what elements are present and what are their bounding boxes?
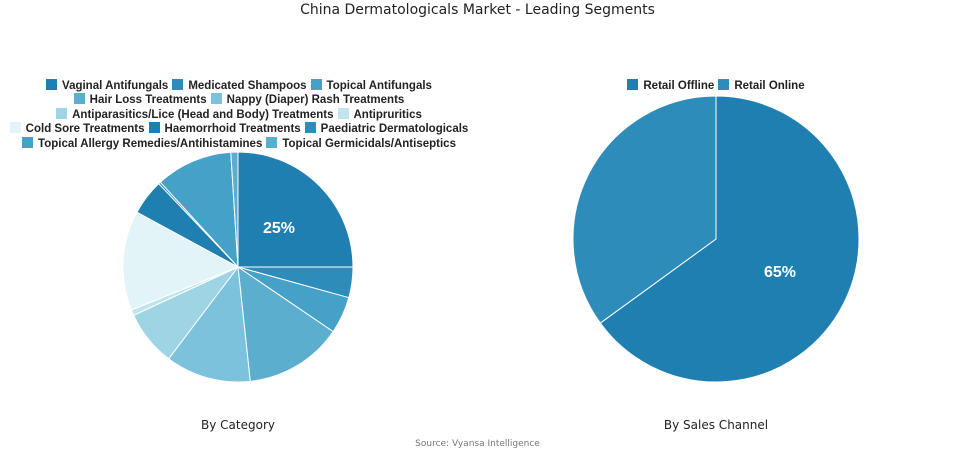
- chart-title: China Dermatologicals Market - Leading S…: [300, 2, 655, 18]
- legend-swatch: [148, 122, 160, 134]
- legend-item: Topical Allergy Remedies/Antihistamines: [22, 136, 263, 151]
- legend-swatch: [172, 79, 184, 90]
- legend-label: Cold Sore Treatments: [25, 123, 145, 136]
- legend-item: Retail Offline: [627, 79, 714, 93]
- legend-item: Paediatric Dermatologicals: [304, 122, 469, 136]
- slice-percent-label: 25%: [263, 220, 295, 237]
- legend-swatch: [337, 107, 349, 119]
- legend-swatch: [310, 79, 322, 90]
- legend-swatch: [304, 122, 316, 134]
- legend-item: Topical Germicidals/Antiseptics: [266, 136, 456, 151]
- legend-swatch: [73, 93, 85, 105]
- legend-label: Topical Germicidals/Antiseptics: [282, 137, 456, 150]
- legend-label: Topical Antifungals: [326, 80, 432, 92]
- legend-item: Medicated Shampoos: [172, 79, 307, 93]
- legend-swatch: [22, 136, 34, 148]
- legend-label: Hair Loss Treatments: [89, 94, 207, 107]
- legend-swatch: [9, 122, 21, 134]
- sales-channel-legend: Retail Offline Retail Online: [477, 79, 955, 93]
- pie-slice: [159, 151, 239, 269]
- legend-label: Antiparasitics/Lice (Head and Body) Trea…: [72, 108, 334, 121]
- legend-label: Haemorrhoid Treatments: [164, 123, 301, 136]
- sales-channel-subtitle: By Sales Channel: [663, 418, 769, 432]
- category-subtitle: By Category: [201, 418, 275, 432]
- legend-item: Antiparasitics/Lice (Head and Body) Trea…: [56, 107, 334, 122]
- legend-label: Medicated Shampoos: [188, 80, 307, 92]
- legend-swatch: [266, 136, 278, 148]
- legend-item: Vaginal Antifungals: [46, 79, 168, 93]
- legend-swatch: [718, 79, 730, 90]
- pie-slice: [572, 95, 717, 324]
- legend-item: Nappy (Diaper) Rash Treatments: [210, 93, 405, 107]
- pie-slice: [167, 265, 251, 383]
- legend-label: Nappy (Diaper) Rash Treatments: [226, 94, 405, 107]
- legend-item: Retail Online: [718, 79, 805, 93]
- legend-label: Topical Allergy Remedies/Antihistamines: [38, 137, 263, 150]
- legend-item: Haemorrhoid Treatments: [148, 122, 301, 136]
- legend-label: Vaginal Antifungals: [62, 80, 169, 92]
- pie-slice: [230, 151, 239, 268]
- pie-slice: [237, 265, 334, 382]
- legend-item: Hair Loss Treatments: [73, 93, 207, 107]
- slice-percent-label: 65%: [764, 264, 796, 281]
- category-legend: Vaginal Antifungals Medicated Shampoos Top…: [0, 79, 478, 151]
- legend-label: Antipruritics: [353, 108, 422, 121]
- legend-item: Cold Sore Treatments: [9, 122, 145, 136]
- legend-label: Retail Offline: [643, 80, 715, 92]
- pie-slice: [122, 211, 240, 311]
- legend-label: Retail Online: [734, 80, 805, 92]
- source-note: Source: Vyansa Intelligence: [415, 439, 540, 449]
- legend-item: Antipruritics: [337, 107, 422, 122]
- legend-swatch: [210, 93, 222, 105]
- legend-swatch: [46, 79, 58, 90]
- pie-slice: [599, 95, 860, 383]
- pie-slice: [237, 151, 354, 268]
- legend-label: Paediatric Dermatologicals: [320, 123, 469, 136]
- legend-swatch: [56, 107, 68, 119]
- legend-item: Topical Antifungals: [310, 79, 432, 93]
- legend-swatch: [627, 79, 639, 90]
